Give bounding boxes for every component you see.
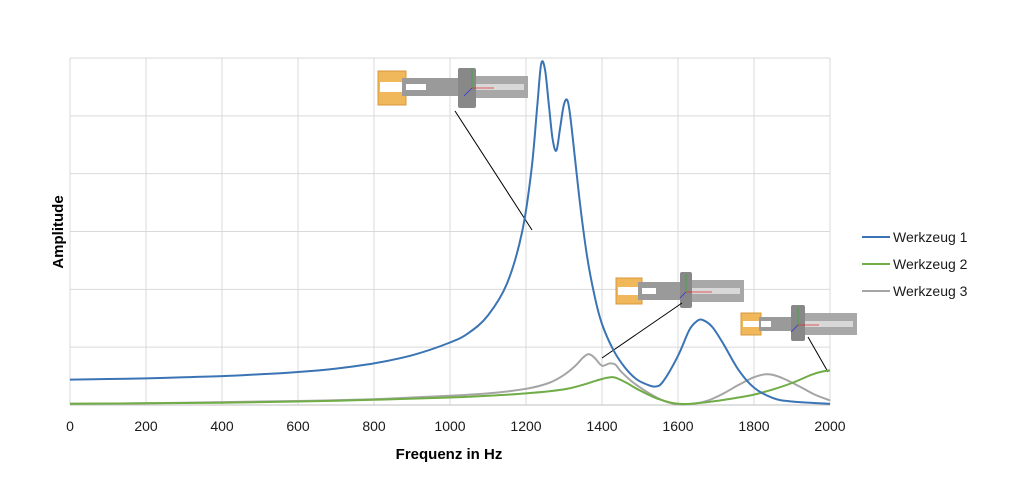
x-tick-label: 400 — [210, 418, 234, 434]
x-tick-label: 600 — [286, 418, 310, 434]
x-tick-label: 1200 — [510, 418, 541, 434]
legend-label-2: Werkzeug 2 — [893, 256, 968, 272]
series-line-2 — [69, 369, 831, 406]
chart-series — [69, 60, 831, 406]
x-tick-label: 1600 — [662, 418, 693, 434]
leader-line-tool-3 — [807, 336, 829, 373]
x-tick-label: 200 — [134, 418, 158, 434]
tool-3-schematic-icon — [740, 305, 857, 341]
tool-1-schematic-icon — [377, 68, 528, 108]
leader-line-tool-2 — [601, 302, 683, 359]
series-line-1 — [69, 60, 831, 405]
legend-label-1: Werkzeug 1 — [893, 229, 968, 245]
y-axis-title: Amplitude — [50, 195, 67, 268]
x-tick-label: 2000 — [814, 418, 845, 434]
tool-2-schematic-icon — [615, 272, 744, 308]
x-axis-title: Frequenz in Hz — [396, 446, 503, 463]
x-tick-label: 1000 — [434, 418, 465, 434]
x-tick-label: 800 — [362, 418, 386, 434]
chart-grid — [70, 57, 831, 405]
leader-line-tool-1 — [454, 110, 533, 231]
x-tick-label: 1400 — [586, 418, 617, 434]
x-axis-ticks: 0 200 400 600 800 1000 1200 1400 1600 1800 2000 — [66, 418, 846, 434]
legend-label-3: Werkzeug 3 — [893, 283, 968, 299]
x-tick-label: 1800 — [738, 418, 769, 434]
series-line-3 — [69, 353, 831, 406]
chart-axes — [69, 58, 830, 406]
chart-legend: Werkzeug 1 Werkzeug 2 Werkzeug 3 — [862, 229, 968, 299]
x-tick-label: 0 — [66, 418, 74, 434]
